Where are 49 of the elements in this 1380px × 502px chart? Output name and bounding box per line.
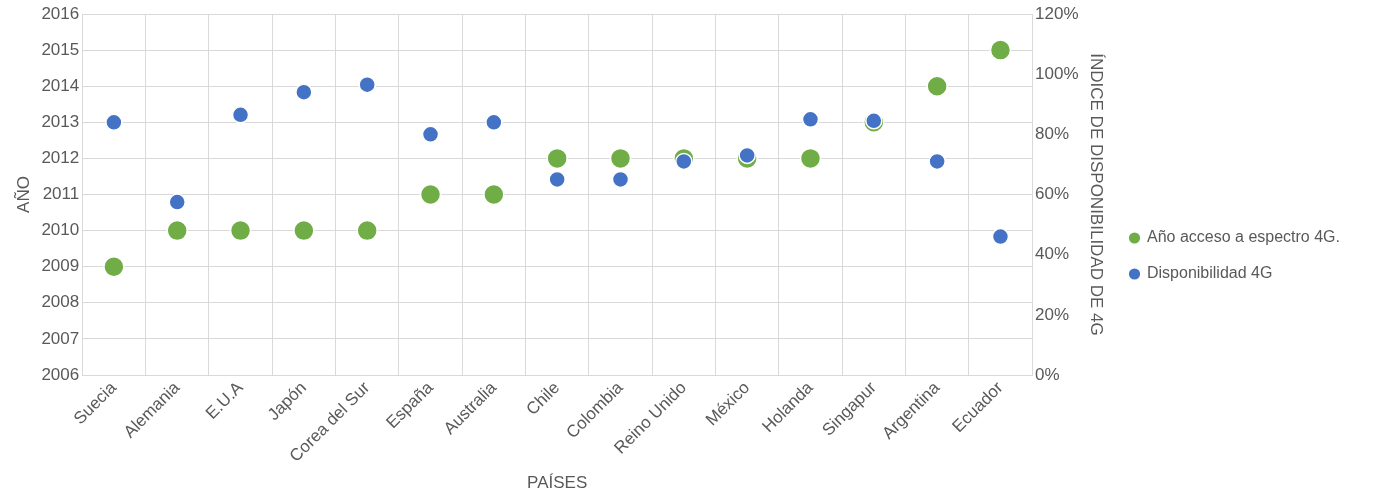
y-tick-label: 2011 [42,184,80,204]
point [103,255,125,278]
point [105,113,123,132]
y-tick-label: 2013 [41,111,80,131]
point [295,83,313,101]
point [229,219,252,242]
point [356,219,378,242]
point [801,110,820,129]
point [548,170,566,189]
y-tick-label: 2012 [41,148,80,168]
legend-label: Disponibilidad 4G [1147,264,1273,282]
point [419,183,442,206]
y-tick-label: 2007 [41,328,80,348]
y-tick-label: 2015 [41,39,80,59]
point [546,147,568,170]
y-tick-label: 2014 [41,75,80,95]
y2-tick-label: 100% [1035,63,1079,83]
x-axis-title: PAÍSES [527,473,588,493]
point [358,75,376,94]
point [293,219,315,242]
point [926,75,948,97]
point [738,146,756,165]
y2-tick-label: 80% [1035,124,1070,144]
point [231,106,250,124]
point [611,170,630,189]
y-tick-label: 2006 [41,364,80,384]
point [799,147,822,170]
point [166,219,188,242]
y-tick-label: 2016 [41,3,80,23]
y-axis-title: AÑO [13,176,33,213]
y-tick-label: 2010 [41,220,80,240]
y-tick-label: 2009 [41,256,80,276]
y-tick-label: 2008 [41,292,80,312]
point [168,193,186,211]
point [928,152,946,171]
y2-axis-title: ÍNDICE DE DISPONIBILIDAD DE 4G [1087,53,1107,336]
point [421,125,440,144]
legend-label: Año acceso a espectro 4G. [1147,228,1340,246]
y2-tick-label: 0% [1035,364,1060,384]
y2-tick-label: 40% [1035,244,1070,264]
point [609,147,632,170]
point [989,39,1012,61]
y2-tick-label: 120% [1035,3,1079,23]
point [485,113,503,132]
point [675,152,693,171]
y2-tick-label: 20% [1035,304,1070,324]
point [483,183,505,206]
y2-tick-label: 60% [1035,184,1070,204]
point [991,227,1010,246]
